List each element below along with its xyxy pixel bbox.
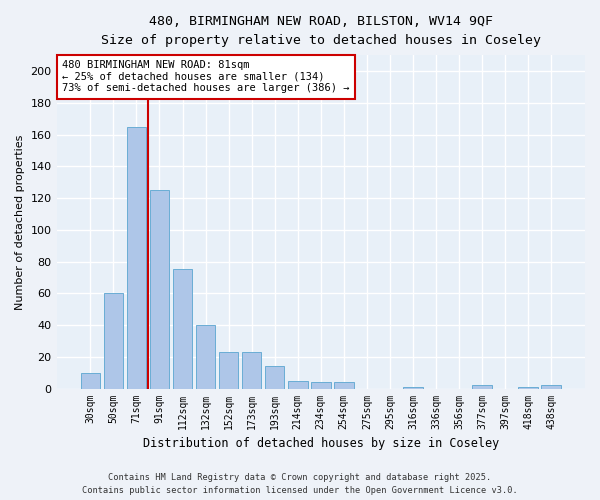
Bar [518,387,538,388]
Text: Contains HM Land Registry data © Crown copyright and database right 2025.
Contai: Contains HM Land Registry data © Crown c… [82,474,518,495]
Bar [265,366,284,388]
Bar [104,294,123,388]
Bar [127,126,146,388]
Bar [149,190,169,388]
Y-axis label: Number of detached properties: Number of detached properties [15,134,25,310]
Bar [541,386,561,388]
Bar [311,382,331,388]
Bar [334,382,353,388]
Bar [242,352,262,389]
Bar [288,380,308,388]
Bar [80,372,100,388]
Bar [472,386,492,388]
X-axis label: Distribution of detached houses by size in Coseley: Distribution of detached houses by size … [143,437,499,450]
Bar [173,270,193,388]
Bar [403,387,423,388]
Bar [219,352,238,389]
Bar [196,325,215,388]
Text: 480 BIRMINGHAM NEW ROAD: 81sqm
← 25% of detached houses are smaller (134)
73% of: 480 BIRMINGHAM NEW ROAD: 81sqm ← 25% of … [62,60,349,94]
Title: 480, BIRMINGHAM NEW ROAD, BILSTON, WV14 9QF
Size of property relative to detache: 480, BIRMINGHAM NEW ROAD, BILSTON, WV14 … [101,15,541,47]
